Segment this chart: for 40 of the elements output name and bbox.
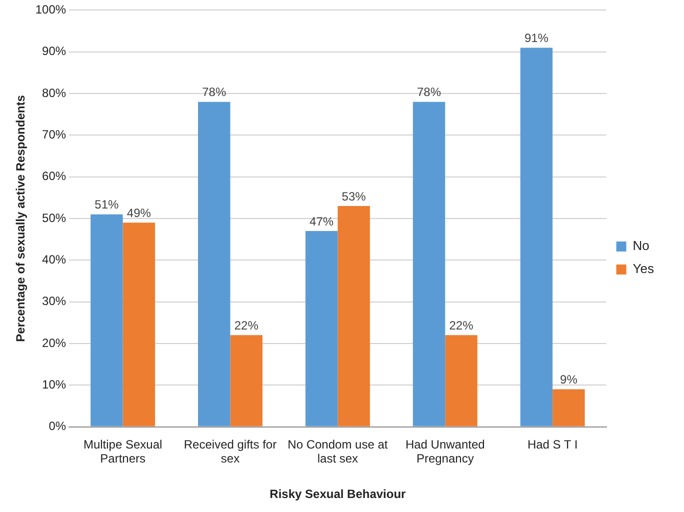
- bar: [90, 214, 123, 426]
- y-tick-label: 100%: [35, 2, 66, 17]
- y-tick-label: 50%: [42, 210, 66, 225]
- legend-label: Yes: [632, 261, 654, 276]
- y-tick-label: 60%: [42, 169, 66, 184]
- data-label: 49%: [126, 206, 152, 220]
- y-tick-label: 90%: [42, 44, 66, 58]
- y-axis-title: Percentage of sexually active Respondents: [14, 94, 28, 342]
- bar: [552, 389, 585, 426]
- bar: [412, 102, 446, 426]
- y-tick-label: 0%: [48, 419, 66, 434]
- data-label: 78%: [417, 85, 442, 100]
- data-label: 53%: [342, 189, 366, 204]
- x-tick-label: Had Unwanted Pregnancy: [405, 437, 485, 466]
- legend-label: No: [632, 238, 650, 254]
- bar: [122, 222, 156, 426]
- x-tick-label: Had S T I: [527, 437, 578, 452]
- y-tick-label: 10%: [42, 377, 66, 392]
- x-axis-title: Risky Sexual Behaviour: [270, 487, 406, 502]
- data-label: 51%: [94, 198, 120, 212]
- y-tick-label: 20%: [42, 336, 66, 350]
- y-tick-label: 30%: [42, 294, 66, 308]
- data-label: 91%: [524, 31, 549, 46]
- data-label: 78%: [202, 85, 226, 100]
- bar: [198, 102, 230, 426]
- y-tick-label: 40%: [42, 252, 66, 266]
- x-tick-label: No Condom use at last sex: [288, 437, 388, 466]
- x-tick-label: Received gifts for sex: [184, 437, 277, 466]
- bar: [338, 206, 370, 426]
- data-label: 47%: [310, 214, 334, 228]
- bar: [520, 48, 553, 426]
- y-tick-label: 70%: [42, 127, 66, 142]
- bar: [445, 335, 478, 426]
- bar: [230, 335, 262, 426]
- x-tick-label: Multipe Sexual Partners: [83, 437, 162, 466]
- y-tick-label: 80%: [42, 86, 66, 100]
- data-label: 22%: [449, 318, 474, 332]
- data-label: 22%: [234, 318, 259, 332]
- bar: [305, 231, 338, 426]
- data-label: 9%: [560, 372, 578, 387]
